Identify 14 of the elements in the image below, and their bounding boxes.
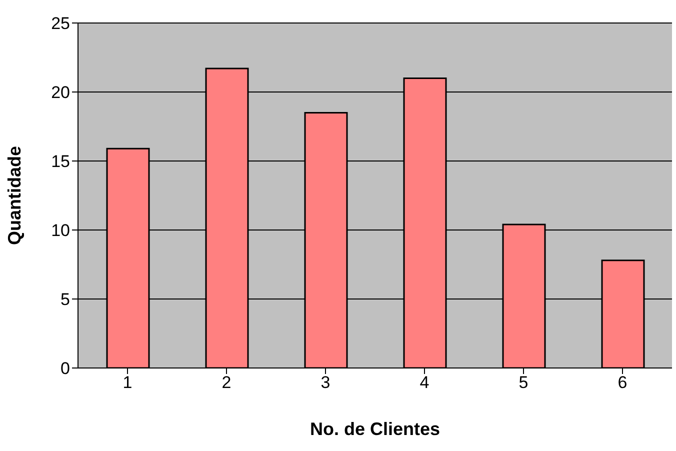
y-tick-label: 25 (51, 14, 70, 34)
x-tick-label: 2 (222, 373, 232, 392)
y-axis-title: Quantidade (4, 146, 24, 246)
x-axis-title: No. de Clientes (310, 419, 440, 439)
x-tick-label: 6 (618, 373, 628, 392)
y-tick-label: 20 (51, 83, 70, 102)
y-tick-label: 10 (51, 221, 70, 240)
y-tick-label: 15 (51, 152, 70, 172)
y-tick-label: 5 (60, 290, 70, 310)
x-tick-label: 3 (320, 373, 330, 392)
x-tick-label: 4 (420, 373, 430, 392)
y-tick-label: 0 (60, 359, 70, 378)
x-tick-label: 5 (518, 373, 528, 392)
x-tick-label: 1 (122, 373, 132, 392)
